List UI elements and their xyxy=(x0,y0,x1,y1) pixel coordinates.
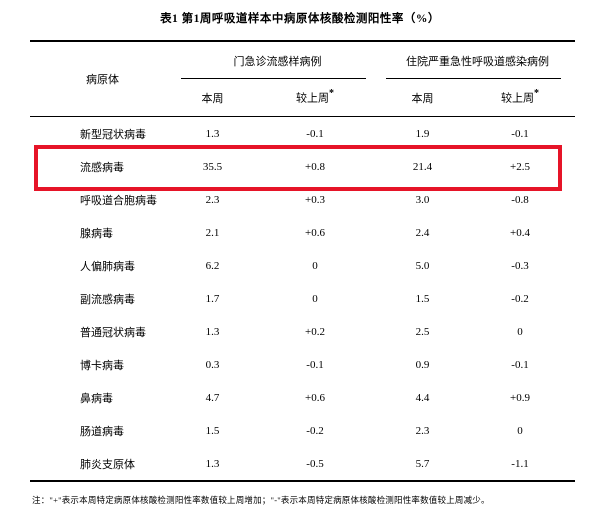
table-footnote: 注："+"表示本周特定病原体核酸检测阳性率数值较上周增加；"-"表示本周特定病原… xyxy=(32,495,490,505)
header-group-row: 病原体 门急诊流感样病例 住院严重急性呼吸道感染病例 xyxy=(30,41,575,117)
value-cell: +0.6 xyxy=(305,226,325,239)
pathogen-name: 副流感病毒 xyxy=(80,293,135,306)
value-cell: 6.2 xyxy=(205,259,220,272)
value-cell: -0.1 xyxy=(306,127,324,140)
value-cell: 1.3 xyxy=(205,127,220,140)
column-header-sari-vs-last-week: 较上周* xyxy=(465,79,575,117)
value-cell: +0.6 xyxy=(305,391,325,404)
value-cell: 0.9 xyxy=(415,358,430,371)
table-title: 表1 第1周呼吸道样本中病原体核酸检测阳性率（%） xyxy=(160,13,440,25)
table-row-covid: 新型冠状病毒 1.3 -0.1 1.9 -0.1 xyxy=(30,117,575,151)
value-cell: 1.3 xyxy=(205,457,220,470)
column-group-hospitalized-sari: 住院严重急性呼吸道感染病例 xyxy=(380,41,575,79)
value-cell: 1.3 xyxy=(205,325,220,338)
pathogen-name: 肠道病毒 xyxy=(80,425,124,438)
value-cell: 2.4 xyxy=(415,226,430,239)
value-cell: 1.9 xyxy=(415,127,430,140)
pathogen-positivity-table: 病原体 门急诊流感样病例 住院严重急性呼吸道感染病例 本周 较上周* 本周 较上… xyxy=(30,40,575,482)
column-header-ili-this-week: 本周 xyxy=(175,79,250,117)
value-cell: 0 xyxy=(312,259,318,272)
table-header: 病原体 门急诊流感样病例 住院严重急性呼吸道感染病例 本周 较上周* 本周 较上… xyxy=(30,41,575,117)
value-cell: +0.8 xyxy=(305,160,325,173)
table-row-enterovirus: 肠道病毒 1.5 -0.2 2.3 0 xyxy=(30,414,575,447)
value-cell: 21.4 xyxy=(412,160,433,173)
value-cell: +0.3 xyxy=(305,193,325,206)
pathogen-name: 博卡病毒 xyxy=(80,359,124,372)
value-cell: -0.2 xyxy=(306,424,324,437)
pathogen-name: 呼吸道合胞病毒 xyxy=(80,194,157,207)
table-row-hmpv: 人偏肺病毒 6.2 0 5.0 -0.3 xyxy=(30,249,575,282)
table-row-adenovirus: 腺病毒 2.1 +0.6 2.4 +0.4 xyxy=(30,216,575,249)
table-row-influenza-highlighted: 流感病毒 35.5 +0.8 21.4 +2.5 xyxy=(30,150,575,183)
value-cell: 2.3 xyxy=(205,193,220,206)
value-cell: 0 xyxy=(312,292,318,305)
value-cell: 4.4 xyxy=(415,391,430,404)
value-cell: -0.1 xyxy=(511,358,529,371)
column-group-outpatient-ili: 门急诊流感样病例 xyxy=(175,41,380,79)
pathogen-name: 鼻病毒 xyxy=(80,392,113,405)
pathogen-name: 人偏肺病毒 xyxy=(80,260,135,273)
value-cell: 5.7 xyxy=(415,457,430,470)
value-cell: +2.5 xyxy=(510,160,530,173)
column-header-ili-vs-last-week: 较上周* xyxy=(250,79,380,117)
value-cell: 0 xyxy=(517,325,523,338)
table-row-mycoplasma: 肺炎支原体 1.3 -0.5 5.7 -1.1 xyxy=(30,447,575,481)
value-cell: -1.1 xyxy=(511,457,529,470)
value-cell: -0.2 xyxy=(511,292,529,305)
header-sub-row: 本周 较上周* 本周 较上周* xyxy=(30,79,575,117)
value-cell: +0.2 xyxy=(305,325,325,338)
value-cell: 35.5 xyxy=(202,160,223,173)
value-cell: 5.0 xyxy=(415,259,430,272)
pathogen-name: 新型冠状病毒 xyxy=(80,128,146,141)
value-cell: 0 xyxy=(517,424,523,437)
value-cell: 1.5 xyxy=(415,292,430,305)
value-cell: 0.3 xyxy=(205,358,220,371)
value-cell: 1.7 xyxy=(205,292,220,305)
table-body: 新型冠状病毒 1.3 -0.1 1.9 -0.1 流感病毒 35.5 +0.8 … xyxy=(30,117,575,482)
value-cell: +0.9 xyxy=(510,391,530,404)
column-header-sari-this-week: 本周 xyxy=(380,79,465,117)
value-cell: -0.3 xyxy=(511,259,529,272)
value-cell: 2.1 xyxy=(205,226,220,239)
pathogen-name: 腺病毒 xyxy=(80,227,113,240)
value-cell: 1.5 xyxy=(205,424,220,437)
value-cell: -0.8 xyxy=(511,193,529,206)
vs-last-week-label: 较上周 xyxy=(501,92,534,105)
vs-last-week-label: 较上周 xyxy=(296,92,329,105)
column-header-pathogen: 病原体 xyxy=(30,41,175,117)
table-row-common-coronavirus: 普通冠状病毒 1.3 +0.2 2.5 0 xyxy=(30,315,575,348)
value-cell: -0.1 xyxy=(306,358,324,371)
value-cell: 4.7 xyxy=(205,391,220,404)
value-cell: -0.1 xyxy=(511,127,529,140)
value-cell: 2.5 xyxy=(415,325,430,338)
value-cell: +0.4 xyxy=(510,226,530,239)
pathogen-name: 流感病毒 xyxy=(80,161,124,174)
asterisk-marker: * xyxy=(534,88,539,100)
pathogen-name: 肺炎支原体 xyxy=(80,458,135,471)
value-cell: 3.0 xyxy=(415,193,430,206)
table-row-bocavirus: 博卡病毒 0.3 -0.1 0.9 -0.1 xyxy=(30,348,575,381)
value-cell: 2.3 xyxy=(415,424,430,437)
table-row-rhinovirus: 鼻病毒 4.7 +0.6 4.4 +0.9 xyxy=(30,381,575,414)
table-row-rsv: 呼吸道合胞病毒 2.3 +0.3 3.0 -0.8 xyxy=(30,183,575,216)
table-row-parainfluenza: 副流感病毒 1.7 0 1.5 -0.2 xyxy=(30,282,575,315)
value-cell: -0.5 xyxy=(306,457,324,470)
pathogen-name: 普通冠状病毒 xyxy=(80,326,146,339)
asterisk-marker: * xyxy=(329,88,334,100)
